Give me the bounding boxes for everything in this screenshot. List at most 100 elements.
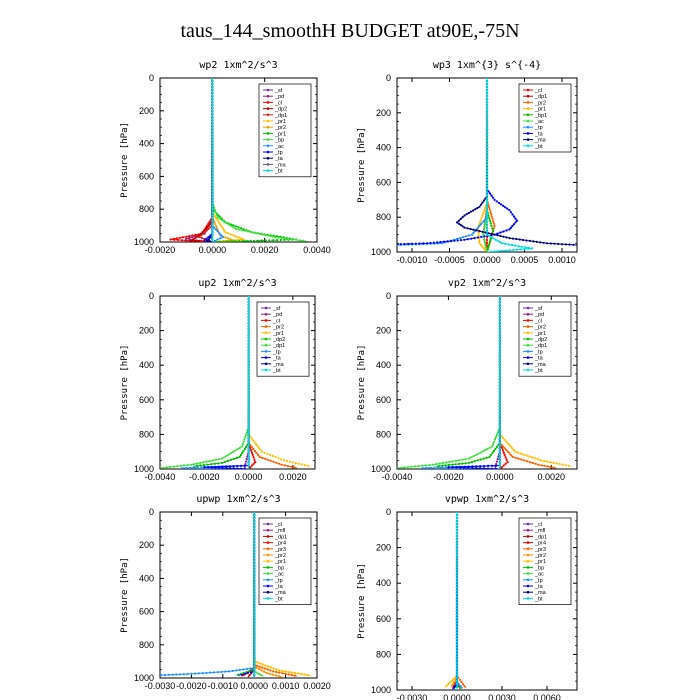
data-point <box>213 239 216 242</box>
series-line-cl <box>170 78 213 242</box>
data-point <box>214 458 217 461</box>
data-point <box>519 452 523 455</box>
data-point <box>226 237 230 240</box>
legend-label: _pd <box>272 312 282 318</box>
data-point <box>253 535 256 538</box>
data-point <box>234 240 237 242</box>
series-line-ta <box>204 296 250 469</box>
data-point <box>213 208 216 212</box>
data-point <box>508 249 511 252</box>
legend-marker <box>266 163 270 166</box>
data-point <box>485 182 489 185</box>
data-point <box>212 671 216 674</box>
y-tick-label: 0 <box>149 507 154 517</box>
data-point <box>253 655 256 659</box>
data-point <box>247 303 250 306</box>
data-point <box>552 466 555 469</box>
data-point <box>567 464 570 467</box>
data-point <box>489 453 493 456</box>
legend-marker <box>526 113 530 117</box>
data-point <box>220 457 224 460</box>
data-point <box>406 466 409 469</box>
data-point <box>518 238 521 241</box>
data-point <box>261 456 264 459</box>
data-point <box>301 239 305 242</box>
data-point <box>224 670 227 673</box>
data-point <box>247 348 250 351</box>
data-point <box>479 219 482 222</box>
data-point <box>491 217 494 220</box>
data-point <box>517 457 520 460</box>
data-point <box>253 619 256 622</box>
legend-marker <box>526 306 530 310</box>
data-point <box>537 463 540 466</box>
data-point <box>498 461 501 465</box>
data-point <box>290 465 293 468</box>
data-point <box>263 667 267 670</box>
data-point <box>255 661 259 664</box>
legend-marker <box>266 535 270 538</box>
data-point <box>485 218 489 221</box>
data-point <box>485 170 489 173</box>
data-point <box>253 550 256 553</box>
data-point <box>247 399 250 402</box>
data-point <box>192 467 195 469</box>
data-point <box>455 466 458 469</box>
data-point <box>243 438 246 441</box>
data-point <box>532 240 535 243</box>
data-point <box>194 672 197 675</box>
legend-marker <box>266 107 270 110</box>
data-point <box>252 462 255 465</box>
data-point <box>183 464 186 467</box>
data-point <box>485 119 489 122</box>
data-point <box>498 393 501 396</box>
legend-label: _bt <box>272 368 281 374</box>
data-point <box>253 512 256 514</box>
data-point <box>229 233 232 236</box>
data-point <box>469 210 472 213</box>
data-point <box>477 234 480 237</box>
data-point <box>458 237 462 240</box>
data-point <box>247 453 250 456</box>
data-point <box>253 652 256 656</box>
data-point <box>485 107 489 110</box>
legend-marker <box>526 101 530 104</box>
data-point <box>253 598 256 601</box>
data-point <box>211 85 214 88</box>
data-point <box>485 194 489 197</box>
x-tick-label: -0.0010 <box>208 681 239 691</box>
data-point <box>498 450 501 453</box>
data-point <box>478 224 481 227</box>
data-point <box>247 438 250 441</box>
data-point <box>232 226 235 229</box>
data-point <box>284 237 287 240</box>
data-point <box>213 206 216 209</box>
data-point <box>498 372 501 375</box>
data-point <box>258 662 261 665</box>
data-point <box>235 456 238 459</box>
data-point <box>247 426 250 429</box>
legend-label: _dp1 <box>272 343 285 349</box>
data-point <box>215 213 218 216</box>
data-point <box>242 238 245 241</box>
data-point <box>253 553 256 556</box>
data-point <box>496 232 499 235</box>
data-point <box>480 235 483 238</box>
data-point <box>211 151 214 154</box>
data-point <box>253 613 256 616</box>
data-point <box>539 241 542 244</box>
data-point <box>515 237 518 241</box>
data-point <box>267 665 270 668</box>
data-point <box>546 465 549 468</box>
data-point <box>531 461 534 464</box>
data-point <box>291 461 294 464</box>
data-point <box>485 78 489 80</box>
data-point <box>485 167 489 170</box>
series-line-pd <box>186 78 213 242</box>
data-point <box>493 198 496 201</box>
data-point <box>253 610 256 613</box>
data-point <box>176 465 179 468</box>
data-point <box>250 671 253 674</box>
data-point <box>281 672 284 675</box>
data-point <box>491 445 494 448</box>
